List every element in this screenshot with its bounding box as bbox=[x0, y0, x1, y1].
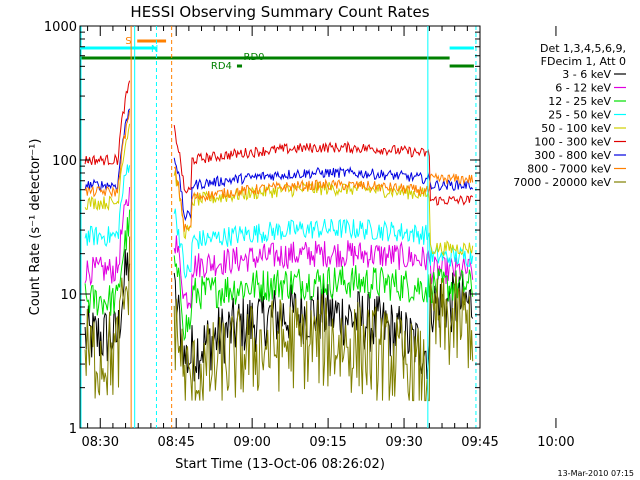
x-tick-label: 09:15 bbox=[309, 435, 346, 450]
legend-title-line: FDecim 1, Att 0 bbox=[541, 55, 626, 68]
y-tick-label: 1000 bbox=[44, 20, 77, 35]
date-stamp: 13-Mar-2010 07:15 bbox=[558, 469, 635, 478]
x-axis-label: Start Time (13-Oct-06 08:26:02) bbox=[175, 457, 385, 472]
x-tick-label: 10:00 bbox=[537, 435, 574, 450]
flag-label-n: N bbox=[151, 44, 158, 55]
legend-label: 7000 - 20000 keV bbox=[513, 176, 611, 189]
x-tick-label: 09:00 bbox=[233, 435, 270, 450]
series-group bbox=[84, 80, 474, 402]
series-line-100-300-kev bbox=[84, 80, 474, 206]
flag-label-rd0: RD0 bbox=[244, 52, 265, 63]
legend-label: 12 - 25 keV bbox=[548, 95, 611, 108]
axes: 1 10 100 1000 08:30 08:45 09:00 09:15 09:30 09:45… bbox=[44, 20, 575, 450]
series-line-12-25-kev bbox=[84, 209, 474, 342]
series-line-7000-20000-kev bbox=[84, 236, 474, 402]
x-tick-label: 09:45 bbox=[461, 435, 498, 450]
legend-label: 300 - 800 keV bbox=[534, 149, 611, 162]
legend-title-line: Det 1,3,4,5,6,9, bbox=[540, 42, 626, 55]
y-tick-label: 10 bbox=[60, 288, 77, 303]
series-line-300-800-kev bbox=[84, 108, 474, 222]
legend-label: 50 - 100 keV bbox=[541, 122, 611, 135]
legend-label: 25 - 50 keV bbox=[548, 109, 611, 122]
y-axis-label: Count Rate (s⁻¹ detector⁻¹) bbox=[28, 139, 43, 316]
x-tick-label: 08:45 bbox=[157, 435, 194, 450]
x-tick-label: 08:30 bbox=[82, 435, 119, 450]
flag-label-s: S bbox=[125, 36, 131, 47]
y-tick-label: 100 bbox=[52, 154, 77, 169]
legend-label: 800 - 7000 keV bbox=[527, 163, 611, 176]
legend-label: 6 - 12 keV bbox=[555, 82, 611, 95]
legend: Det 1,3,4,5,6,9,FDecim 1, Att 03 - 6 keV… bbox=[513, 42, 626, 189]
series-line-25-50-kev bbox=[84, 164, 474, 279]
legend-label: 100 - 300 keV bbox=[534, 136, 611, 149]
plot-area bbox=[79, 25, 481, 429]
legend-label: 3 - 6 keV bbox=[562, 68, 611, 81]
y-tick-label: 1 bbox=[69, 422, 77, 437]
chart-title: HESSI Observing Summary Count Rates bbox=[130, 3, 429, 21]
series-line-6-12-kev bbox=[84, 186, 474, 309]
series-line-800-7000-kev bbox=[84, 110, 474, 232]
flag-bars: S N RD4 RD0 bbox=[80, 26, 477, 428]
x-tick-label: 09:30 bbox=[385, 435, 422, 450]
flag-label-rd4: RD4 bbox=[211, 61, 232, 72]
plot-frame bbox=[79, 25, 481, 429]
